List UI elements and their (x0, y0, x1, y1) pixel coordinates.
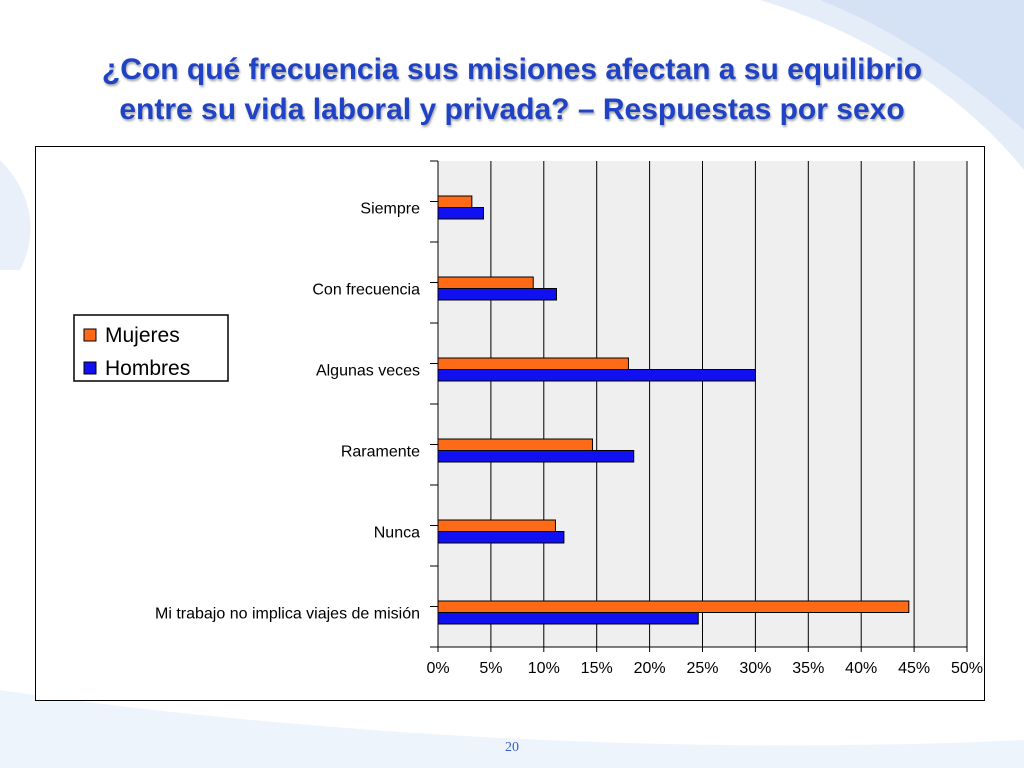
title-line-2: entre su vida laboral y privada? – Respu… (119, 93, 905, 126)
x-tick-label: 30% (739, 660, 771, 677)
legend (73, 314, 229, 382)
title-line-1: ¿Con qué frecuencia sus misiones afectan… (101, 53, 923, 86)
bar-mujeres-3 (437, 357, 629, 370)
x-tick-label: 40% (845, 660, 877, 677)
category-label: Nunca (374, 525, 420, 542)
legend-label-mujeres: Mujeres (105, 324, 180, 347)
bar-hombres-3 (437, 369, 756, 382)
page-number: 20 (505, 740, 519, 755)
category-label: Con frecuencia (312, 282, 420, 299)
legend-label-hombres: Hombres (105, 357, 190, 380)
x-tick-label: 15% (581, 660, 613, 677)
bar-hombres-4 (437, 450, 635, 463)
bar-hombres-6 (437, 612, 699, 625)
bar-hombres-5 (437, 531, 565, 544)
x-tick-label: 5% (479, 660, 502, 677)
bar-chart: 0% 5% 10% 15% 20% 25% 30% 35% 40% 45% 50% Siempre Co… (73, 160, 983, 677)
bar-hombres-1 (437, 207, 484, 220)
category-label: Algunas veces (316, 363, 420, 380)
bar-mujeres-4 (437, 438, 593, 451)
bar-mujeres-1 (437, 195, 473, 208)
bar-mujeres-2 (437, 276, 534, 289)
x-tick-label: 10% (528, 660, 560, 677)
x-tick-label: 0% (426, 660, 449, 677)
bar-mujeres-5 (437, 519, 556, 532)
x-tick-label: 20% (634, 660, 666, 677)
bar-mujeres-6 (437, 600, 910, 613)
category-label: Siempre (360, 201, 420, 218)
bar-hombres-2 (437, 288, 557, 301)
chart-frame: 0% 5% 10% 15% 20% 25% 30% 35% 40% 45% 50% Siempre Co… (35, 146, 985, 701)
x-tick-label: 45% (898, 660, 930, 677)
category-label: Mi trabajo no implica viajes de misión (155, 606, 420, 623)
x-tick-label: 50% (951, 660, 983, 677)
legend-swatch-mujeres (83, 328, 97, 342)
legend-swatch-hombres (83, 361, 97, 375)
x-tick-label: 35% (792, 660, 824, 677)
slide-title: ¿Con qué frecuencia sus misiones afectan… (20, 50, 1004, 130)
x-tick-label: 25% (686, 660, 718, 677)
category-label: Raramente (341, 444, 420, 461)
